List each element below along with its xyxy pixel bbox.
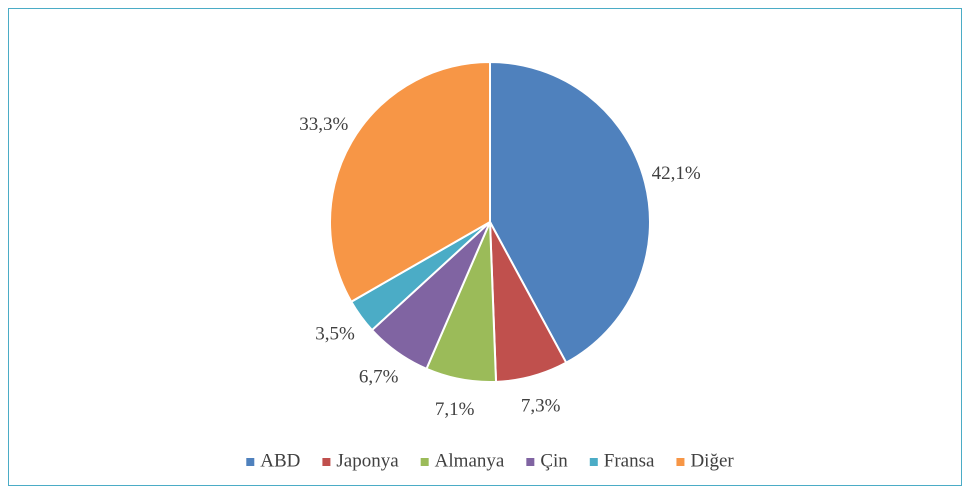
legend-marker <box>589 458 598 466</box>
data-label: 3,5% <box>315 324 355 345</box>
legend-label: ABD <box>260 450 300 471</box>
legend-label: Çin <box>540 450 568 471</box>
data-label: 7,3% <box>521 396 561 417</box>
pie-slice <box>489 60 651 365</box>
legend-label: Japonya <box>336 450 399 471</box>
legend-marker <box>420 458 429 466</box>
data-label: 6,7% <box>359 367 399 388</box>
legend-marker <box>246 458 255 466</box>
legend-label: Fransa <box>604 450 655 471</box>
data-label: 42,1% <box>652 163 701 184</box>
legend-label: Almanya <box>435 450 505 471</box>
legend-marker <box>676 458 685 466</box>
legend-label: Diğer <box>690 450 734 471</box>
legend-marker <box>526 458 535 466</box>
data-label: 7,1% <box>435 399 475 420</box>
legend-marker <box>322 458 331 466</box>
pie-slice <box>329 60 491 304</box>
data-label: 33,3% <box>299 114 348 135</box>
